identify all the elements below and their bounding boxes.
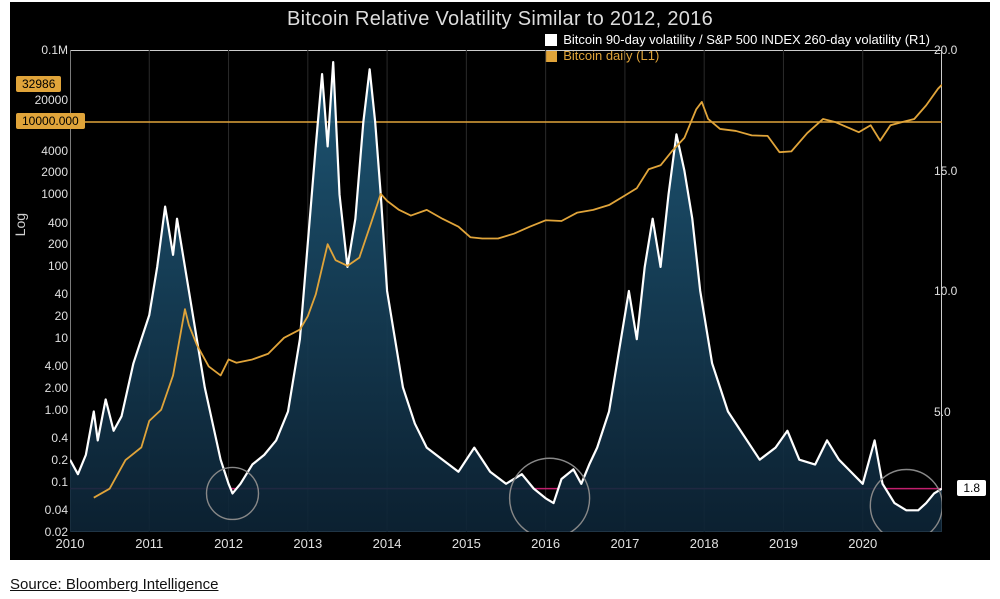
x-tick: 2012 <box>214 536 243 551</box>
x-tick: 2015 <box>452 536 481 551</box>
left-tick: 0.1 <box>16 475 68 489</box>
legend-label-volatility: Bitcoin 90-day volatility / S&P 500 INDE… <box>563 32 930 48</box>
left-tick: 20000 <box>16 93 68 107</box>
plot-svg <box>70 50 942 532</box>
chart-frame: Bitcoin Relative Volatility Similar to 2… <box>0 0 1000 599</box>
left-tick: 4000 <box>16 144 68 158</box>
left-tick: 1000 <box>16 187 68 201</box>
left-tick: 200 <box>16 237 68 251</box>
x-tick: 2018 <box>690 536 719 551</box>
left-tick: 20 <box>16 309 68 323</box>
left-tick: 2.00 <box>16 381 68 395</box>
left-tick: 100 <box>16 259 68 273</box>
x-tick: 2010 <box>56 536 85 551</box>
x-tick: 2016 <box>531 536 560 551</box>
left-tick: 400 <box>16 216 68 230</box>
left-tick: 10 <box>16 331 68 345</box>
legend-swatch-volatility <box>545 34 557 46</box>
legend-item-volatility: Bitcoin 90-day volatility / S&P 500 INDE… <box>545 32 930 48</box>
plot-region <box>70 50 942 532</box>
x-tick: 2020 <box>848 536 877 551</box>
left-tick: 0.2 <box>16 453 68 467</box>
right-axis-marker: 1.8 <box>957 480 986 496</box>
x-tick: 2011 <box>135 536 163 551</box>
x-tick: 2019 <box>769 536 798 551</box>
left-tick: 2000 <box>16 165 68 179</box>
left-tick: 40 <box>16 287 68 301</box>
left-tick: 4.00 <box>16 359 68 373</box>
left-tick: 0.04 <box>16 503 68 517</box>
chart-area: Bitcoin Relative Volatility Similar to 2… <box>10 2 990 560</box>
source-attribution: Source: Bloomberg Intelligence <box>10 576 218 593</box>
chart-title: Bitcoin Relative Volatility Similar to 2… <box>10 8 990 31</box>
x-axis-ticks: 2010201120122013201420152016201720182019… <box>70 536 942 554</box>
left-tick-top: 0.1M <box>16 43 68 57</box>
x-tick: 2017 <box>610 536 639 551</box>
x-tick: 2014 <box>373 536 402 551</box>
left-axis-marker: 10000.000 <box>16 113 85 129</box>
left-axis-marker: 32986 <box>16 76 61 92</box>
left-tick: 0.4 <box>16 431 68 445</box>
x-tick: 2013 <box>293 536 322 551</box>
left-tick: 1.00 <box>16 403 68 417</box>
